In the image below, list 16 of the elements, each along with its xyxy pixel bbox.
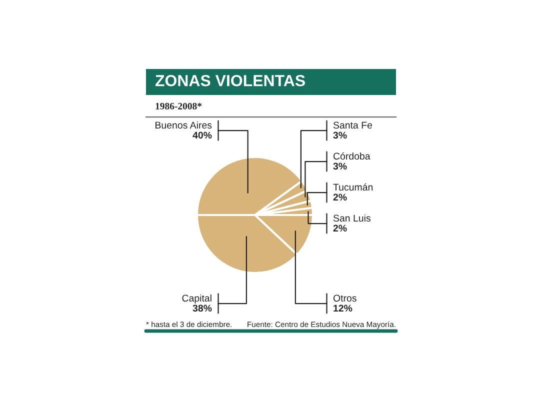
- slice-label: Capital: [182, 294, 212, 304]
- slice-label: Córdoba: [333, 152, 370, 160]
- data-label: 2%: [333, 224, 347, 232]
- slice-label: Tucumán: [333, 183, 373, 191]
- chart-subtitle: 1986-2008*: [156, 102, 202, 110]
- data-label: 3%: [333, 162, 347, 170]
- data-label: 12%: [334, 304, 352, 312]
- slice-label: Santa Fe: [333, 122, 372, 129]
- slice-label: Buenos Aires: [156, 121, 212, 129]
- data-label: 3%: [333, 132, 347, 139]
- data-label: 2%: [333, 194, 347, 201]
- chart-title: ZONAS VIOLENTAS: [155, 74, 305, 86]
- data-label: 38%: [192, 304, 212, 312]
- slice-label: Otros: [333, 294, 356, 302]
- slice-label: San Luis: [333, 214, 370, 222]
- data-label: 40%: [192, 132, 212, 139]
